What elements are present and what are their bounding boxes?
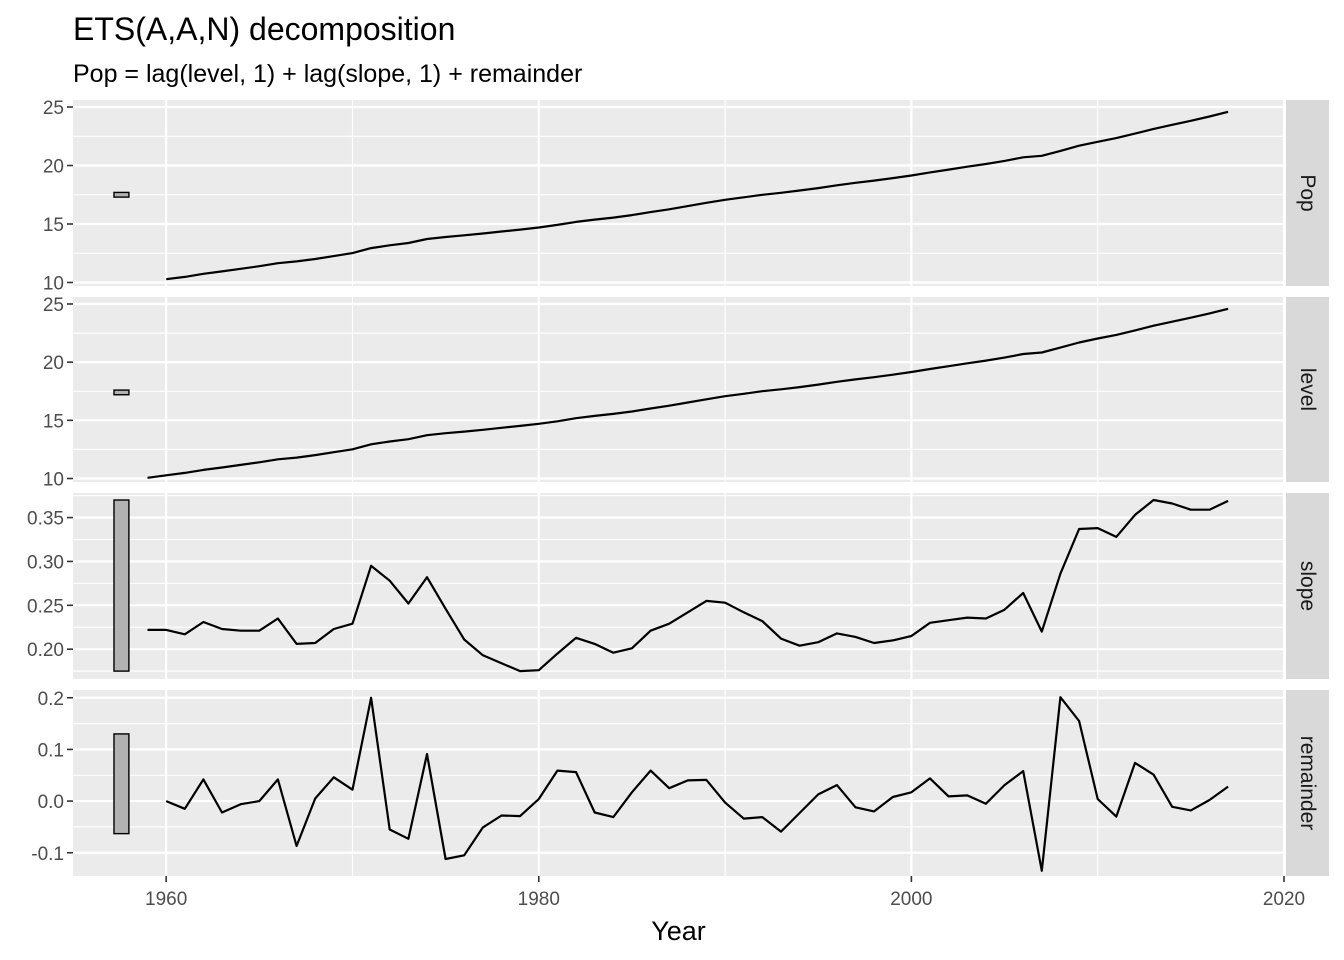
panel-background (73, 100, 1284, 286)
series-line-slope (147, 498, 1229, 673)
y-tick-label: 25 (43, 295, 64, 316)
series-line-remainder (165, 696, 1229, 872)
strip-background (1286, 297, 1329, 482)
y-tick-label: 15 (43, 215, 64, 236)
strip-label: slope (1296, 561, 1319, 611)
panel-background (73, 493, 1284, 679)
y-tick-label: 10 (43, 273, 64, 294)
y-tick-label: 0.25 (27, 596, 64, 617)
y-tick-label: -0.1 (31, 844, 64, 865)
series-line-Pop (166, 110, 1229, 281)
y-tick-label: 0.30 (27, 552, 64, 573)
y-tick-label: 10 (43, 470, 64, 491)
y-tick-label: 20 (43, 157, 64, 178)
panel-background (73, 690, 1284, 876)
x-tick-label: 2020 (1263, 889, 1305, 910)
strip-background (1286, 100, 1329, 286)
facet-remainder: -0.1 0.0 0.1 0.2 remainder (31, 689, 1329, 876)
x-tick-label: 2000 (890, 889, 932, 910)
y-tick-label: 0.2 (38, 689, 64, 710)
strip-background (1286, 493, 1329, 679)
scale-bar (113, 499, 130, 672)
x-tick-label: 1980 (518, 889, 560, 910)
x-tick-label: 1960 (145, 889, 187, 910)
facet-panels: 10 15 20 25 Pop 10 15 20 25 level 0.20 0.25 0.30 0.35… (27, 98, 1329, 876)
strip-label: level (1296, 368, 1319, 411)
y-tick-label: 25 (43, 98, 64, 119)
facet-Pop: 10 15 20 25 Pop (43, 98, 1329, 294)
y-tick-label: 15 (43, 411, 64, 432)
y-tick-label: 0.0 (38, 792, 64, 813)
panel-background (73, 297, 1284, 482)
x-axis-title: Year (651, 916, 706, 946)
facet-level: 10 15 20 25 level (43, 295, 1329, 491)
strip-label: Pop (1296, 174, 1319, 211)
scale-bar (113, 389, 130, 396)
strip-background (1286, 690, 1329, 876)
scale-bar (113, 733, 130, 835)
y-tick-label: 0.35 (27, 509, 64, 530)
scale-bar (113, 191, 130, 198)
chart-title: ETS(A,A,N) decomposition (73, 11, 455, 47)
strip-label: remainder (1296, 736, 1319, 831)
y-tick-label: 0.1 (38, 740, 64, 761)
series-line-level (147, 307, 1229, 479)
y-tick-label: 20 (43, 353, 64, 374)
facet-slope: 0.20 0.25 0.30 0.35 slope (27, 493, 1329, 679)
y-tick-label: 0.20 (27, 640, 64, 661)
x-axis: 1960 1980 2000 2020 (145, 876, 1305, 910)
chart-subtitle: Pop = lag(level, 1) + lag(slope, 1) + re… (73, 60, 582, 88)
